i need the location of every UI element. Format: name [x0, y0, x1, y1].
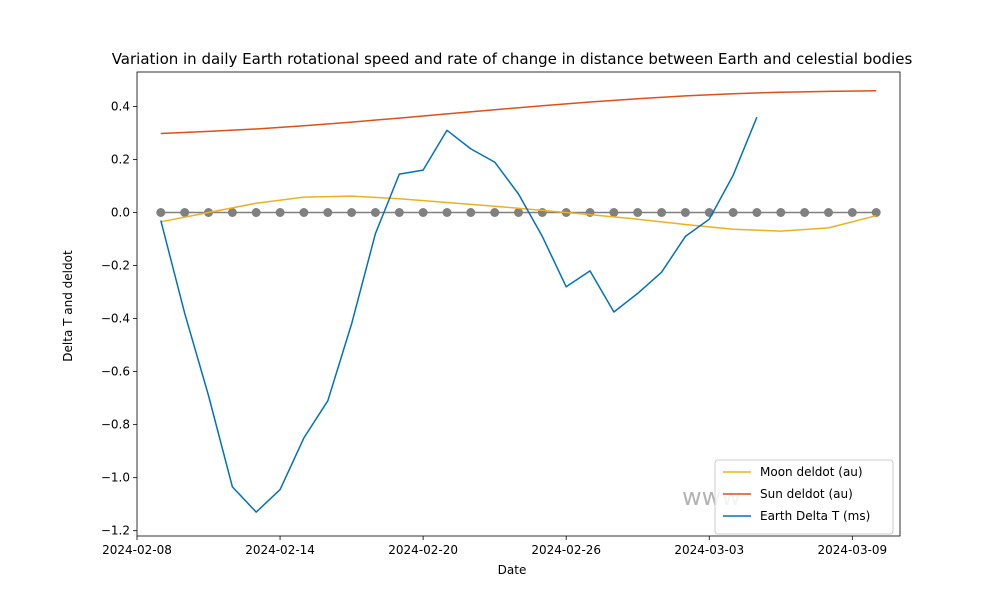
y-tick-label: 0.4: [111, 99, 130, 113]
zero-marker: [466, 208, 476, 217]
zero-marker: [370, 208, 380, 217]
zero-marker: [657, 208, 667, 217]
zero-marker: [680, 208, 690, 217]
zero-marker: [418, 208, 428, 217]
chart-title: Variation in daily Earth rotational spee…: [112, 50, 913, 68]
zero-marker: [227, 208, 237, 217]
zero-marker: [442, 208, 452, 217]
zero-marker: [490, 208, 500, 217]
axes: 2024-02-08 2024-02-14 2024-02-20 2024-02-26…: [101, 71, 901, 557]
legend-label: Earth Delta T (ms): [760, 509, 870, 523]
zero-marker: [728, 208, 738, 217]
x-tick-label: 2024-03-03: [674, 543, 744, 557]
legend-label: Sun deldot (au): [760, 487, 853, 501]
zero-marker: [180, 208, 190, 217]
y-tick-label: −0.4: [101, 312, 130, 326]
zero-marker: [514, 208, 523, 217]
zero-marker: [347, 208, 357, 217]
zero-marker: [156, 208, 166, 217]
zero-marker: [299, 208, 309, 217]
legend: Moon deldot (au) Sun deldot (au) Earth Del…: [714, 459, 894, 535]
zero-marker: [776, 208, 786, 217]
zero-marker: [609, 208, 619, 217]
y-tick-label: −0.8: [101, 418, 130, 432]
x-tick-label: 2024-02-26: [531, 543, 601, 557]
zero-marker: [537, 208, 547, 217]
x-tick-label: 2024-02-14: [245, 543, 315, 557]
axes-frame: [136, 71, 901, 537]
series-line-1: [160, 90, 877, 135]
zero-marker: [275, 208, 285, 217]
zero-marker: [633, 208, 643, 217]
series-line-2: [160, 116, 758, 513]
y-tick-label: −0.2: [101, 259, 130, 273]
x-tick-label: 2024-03-09: [817, 543, 887, 557]
zero-marker: [394, 208, 404, 217]
y-tick-label: −0.6: [101, 365, 130, 379]
y-tick-label: −1.2: [101, 524, 130, 538]
plot-area: [156, 90, 881, 513]
zero-marker: [847, 208, 857, 217]
legend-box: [714, 459, 894, 535]
series-line-0: [160, 195, 877, 232]
x-tick-label: 2024-02-20: [388, 543, 458, 557]
zero-marker: [800, 208, 810, 217]
zero-marker: [871, 208, 881, 217]
legend-label: Moon deldot (au): [760, 465, 863, 479]
zero-marker: [824, 208, 833, 217]
zero-marker: [251, 208, 261, 217]
x-tick-label: 2024-02-08: [102, 543, 172, 557]
y-axis-label: Delta T and deldot: [61, 250, 75, 362]
zero-marker: [752, 208, 762, 217]
y-tick-label: 0.2: [111, 152, 130, 166]
x-axis-label: Date: [498, 563, 527, 577]
y-tick-label: 0.0: [111, 206, 130, 220]
y-tick-label: −1.0: [101, 471, 130, 485]
zero-marker: [323, 208, 333, 217]
